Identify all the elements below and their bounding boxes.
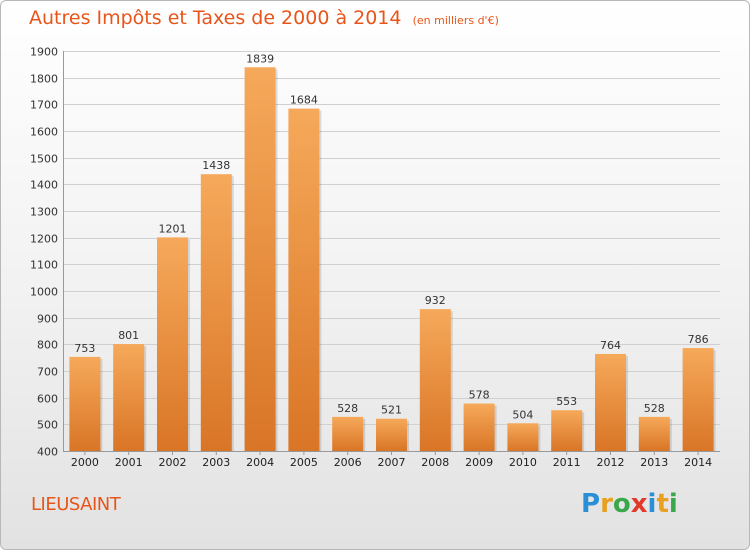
value-label: 753 (74, 342, 95, 355)
y-tick-label: 400 (37, 446, 58, 459)
value-label: 764 (600, 339, 621, 352)
value-label: 1201 (159, 222, 187, 235)
x-tick-label: 2006 (334, 456, 362, 469)
bar-2006 (332, 416, 364, 451)
x-tick-label: 2012 (597, 456, 625, 469)
logo-letter: t (656, 489, 669, 519)
logo-letter: i (668, 489, 678, 519)
label-layer: 753 801 1201 1438 1839 1684 528 521 932 578 504 553… (74, 52, 708, 421)
x-tick-label: 2010 (509, 456, 537, 469)
value-label: 528 (337, 402, 358, 415)
y-tick-label: 1300 (30, 206, 58, 219)
bar-2014 (682, 348, 714, 451)
y-tick-label: 600 (37, 393, 58, 406)
x-tick-label: 2003 (202, 456, 230, 469)
value-label: 801 (118, 329, 139, 342)
bar-2008 (419, 309, 451, 451)
y-tick-label: 1200 (30, 233, 58, 246)
bar-2009 (463, 403, 495, 451)
chart-unit: (en milliers d'€) (412, 14, 499, 27)
x-tick-label: 2002 (159, 456, 187, 469)
y-tick-label: 700 (37, 366, 58, 379)
logo-letter: i (647, 489, 657, 519)
logo-letter: P (581, 489, 601, 519)
chart-title: Autres Impôts et Taxes de 2000 à 2014 (29, 7, 402, 29)
y-tick-label: 1000 (30, 286, 58, 299)
value-label: 786 (688, 333, 709, 346)
x-tick-label: 2014 (684, 456, 712, 469)
y-tick-label: 1700 (30, 99, 58, 112)
y-tick-label: 1800 (30, 73, 58, 86)
bar-2004 (244, 67, 276, 452)
logo-letter: o (612, 489, 631, 519)
y-tick-label: 1500 (30, 153, 58, 166)
place-name: LIEUSAINT (31, 494, 121, 515)
value-label: 1684 (290, 94, 318, 107)
value-label: 521 (381, 404, 402, 417)
axis-layer: 400 500 600 700 800 900 1000 1100 1200 1300 1400 15… (30, 46, 720, 469)
x-tick-label: 2004 (246, 456, 274, 469)
x-tick-label: 2005 (290, 456, 318, 469)
x-tick-label: 2007 (378, 456, 406, 469)
bar-2010 (507, 423, 539, 451)
y-tick-label: 1900 (30, 46, 58, 59)
value-label: 553 (556, 395, 577, 408)
logo-letter: x (630, 489, 648, 519)
bar-2012 (595, 353, 626, 451)
logo-letter: r (600, 489, 613, 519)
value-label: 1438 (202, 159, 230, 172)
x-tick-label: 2000 (71, 456, 99, 469)
x-tick-label: 2001 (115, 456, 143, 469)
bar-2005 (288, 108, 320, 451)
proxiti-logo: Proxiti (581, 489, 678, 519)
y-tick-label: 900 (37, 313, 58, 326)
value-label: 578 (469, 389, 490, 402)
y-tick-label: 1600 (30, 126, 58, 139)
x-tick-label: 2011 (553, 456, 581, 469)
x-tick-label: 2008 (421, 456, 449, 469)
y-tick-label: 500 (37, 419, 58, 432)
value-label: 932 (425, 294, 446, 307)
bar-2013 (638, 416, 670, 451)
x-tick-label: 2013 (640, 456, 668, 469)
y-tick-label: 800 (37, 339, 58, 352)
value-label: 528 (644, 402, 665, 415)
bar-2001 (113, 344, 145, 451)
bar-layer (69, 67, 716, 452)
bar-2007 (376, 418, 407, 451)
value-label: 1839 (246, 52, 274, 65)
value-label: 504 (512, 408, 533, 421)
chart-title-block: Autres Impôts et Taxes de 2000 à 2014 (e… (29, 7, 499, 29)
y-tick-label: 1100 (30, 259, 58, 272)
bar-2003 (200, 174, 232, 451)
bar-2011 (551, 410, 583, 451)
y-tick-label: 1400 (30, 179, 58, 192)
bar-2000 (69, 356, 101, 451)
x-tick-label: 2009 (465, 456, 493, 469)
bar-2002 (157, 237, 188, 451)
